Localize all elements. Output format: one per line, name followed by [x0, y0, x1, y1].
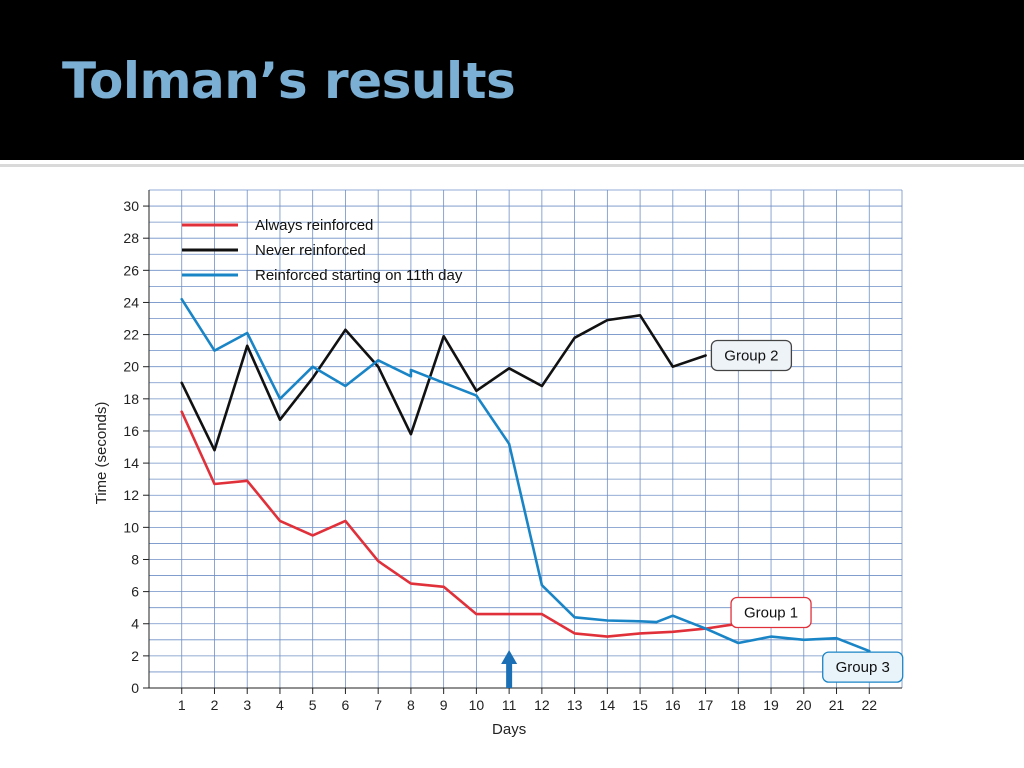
- y-tick-label: 24: [123, 294, 139, 310]
- x-tick-label: 16: [665, 697, 681, 713]
- x-tick-label: 3: [243, 697, 251, 713]
- x-tick-label: 17: [698, 697, 714, 713]
- title-bar: [0, 0, 1024, 160]
- x-tick-label: 18: [731, 697, 747, 713]
- x-axis-label: Days: [492, 721, 526, 738]
- y-tick-label: 26: [123, 262, 139, 278]
- day-11-arrow-shaft: [506, 662, 513, 688]
- x-tick-label: 15: [632, 697, 648, 713]
- legend-label-3: Reinforced starting on 11th day: [255, 267, 463, 284]
- chart-series: [180, 297, 871, 688]
- y-tick-label: 18: [123, 391, 139, 407]
- y-axis-label: Time (seconds): [93, 402, 110, 505]
- x-tick-label: 10: [469, 697, 485, 713]
- x-tick-label: 22: [861, 697, 877, 713]
- legend-label-2: Never reinforced: [255, 242, 366, 259]
- x-tick-label: 9: [440, 697, 448, 713]
- y-tick-label: 0: [131, 680, 139, 696]
- series-line-2: [180, 314, 707, 452]
- x-tick-label: 20: [796, 697, 812, 713]
- x-tick-label: 5: [309, 697, 317, 713]
- y-tick-label: 12: [123, 487, 139, 503]
- day-11-arrow-head: [501, 650, 518, 664]
- y-tick-label: 10: [123, 519, 139, 535]
- y-tick-label: 14: [123, 455, 139, 471]
- x-tick-label: 13: [567, 697, 583, 713]
- x-tick-label: 12: [534, 697, 550, 713]
- x-tick-label: 4: [276, 697, 284, 713]
- x-tick-label: 6: [342, 697, 350, 713]
- y-tick-label: 28: [123, 230, 139, 246]
- x-tick-label: 19: [763, 697, 779, 713]
- legend-label-1: Always reinforced: [255, 217, 373, 234]
- group-label-box-3: [822, 651, 904, 683]
- y-tick-label: 6: [131, 584, 139, 600]
- chart-legend: Always reinforced Never reinforced Reinfor…: [182, 217, 463, 284]
- series-line-1: [180, 410, 740, 638]
- group-label-box-2: [730, 596, 812, 629]
- chart-annotations: Group 2 Group 1 Group 3: [710, 339, 904, 683]
- group-label-1: Group 2: [724, 347, 778, 364]
- slide-title: Tolman’s results: [62, 52, 516, 110]
- y-tick-label: 16: [123, 423, 139, 439]
- y-tick-label: 2: [131, 648, 139, 664]
- x-tick-label: 2: [211, 697, 219, 713]
- x-tick-label: 1: [178, 697, 186, 713]
- x-tick-label: 14: [600, 697, 616, 713]
- group-label-2: Group 1: [744, 604, 798, 621]
- title-divider: [0, 164, 1024, 167]
- x-tick-label: 21: [829, 697, 845, 713]
- x-tick-label: 11: [502, 697, 517, 713]
- y-tick-label: 20: [123, 359, 139, 375]
- y-tick-label: 8: [131, 551, 139, 567]
- y-tick-label: 22: [123, 327, 139, 343]
- group-label-3: Group 3: [836, 659, 890, 676]
- x-tick-label: 7: [374, 697, 382, 713]
- x-tick-label: 8: [407, 697, 415, 713]
- y-tick-label: 4: [131, 616, 139, 632]
- group-label-box-1: [710, 339, 793, 372]
- series-line-3: [180, 297, 871, 653]
- y-tick-label: 30: [123, 198, 139, 214]
